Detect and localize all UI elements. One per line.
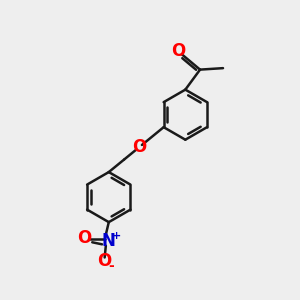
Text: +: + [112, 231, 121, 241]
Text: -: - [108, 259, 114, 273]
Text: O: O [98, 252, 112, 270]
Text: O: O [171, 42, 185, 60]
Text: O: O [132, 138, 146, 156]
Text: O: O [77, 229, 92, 247]
Text: N: N [102, 232, 116, 250]
